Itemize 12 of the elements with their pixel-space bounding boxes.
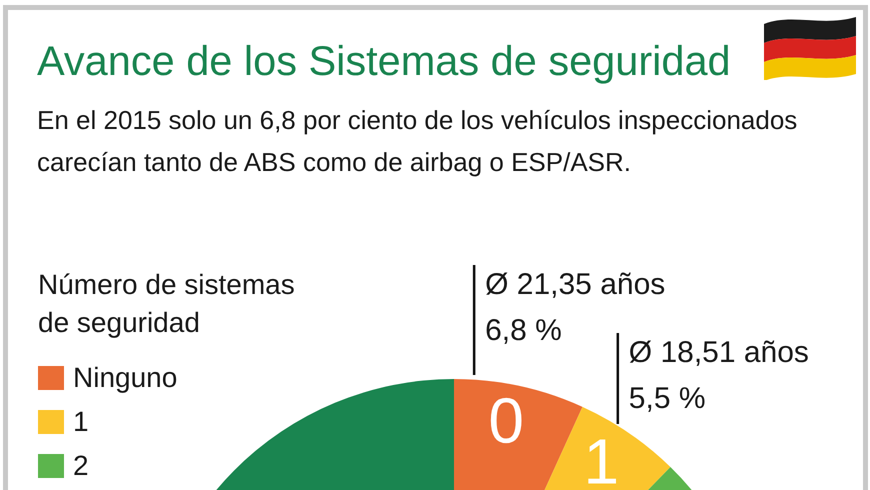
text: Ø 18,51 años (628, 336, 809, 369)
text: Ø 21,35 años (485, 268, 666, 301)
chart-subtitle: En el 2015 solo un 6,8 por ciento de los vehículos inspeccionados carecían tanto de ABS como de airbag o ESP/ASR. (37, 105, 798, 177)
legend-label: 1 (73, 406, 89, 437)
legend-label: 2 (73, 450, 89, 481)
chart-title: Avance de los Sistemas de seguridad (37, 37, 731, 84)
slice-label: 1 (583, 425, 620, 490)
data-label: 6,8 % (485, 314, 562, 347)
legend-title: Número de sistemas de seguridad (38, 269, 295, 338)
text: 0 (488, 384, 524, 456)
legend-label: Ninguno (73, 362, 178, 393)
data-label: 5,5 % (628, 382, 706, 415)
